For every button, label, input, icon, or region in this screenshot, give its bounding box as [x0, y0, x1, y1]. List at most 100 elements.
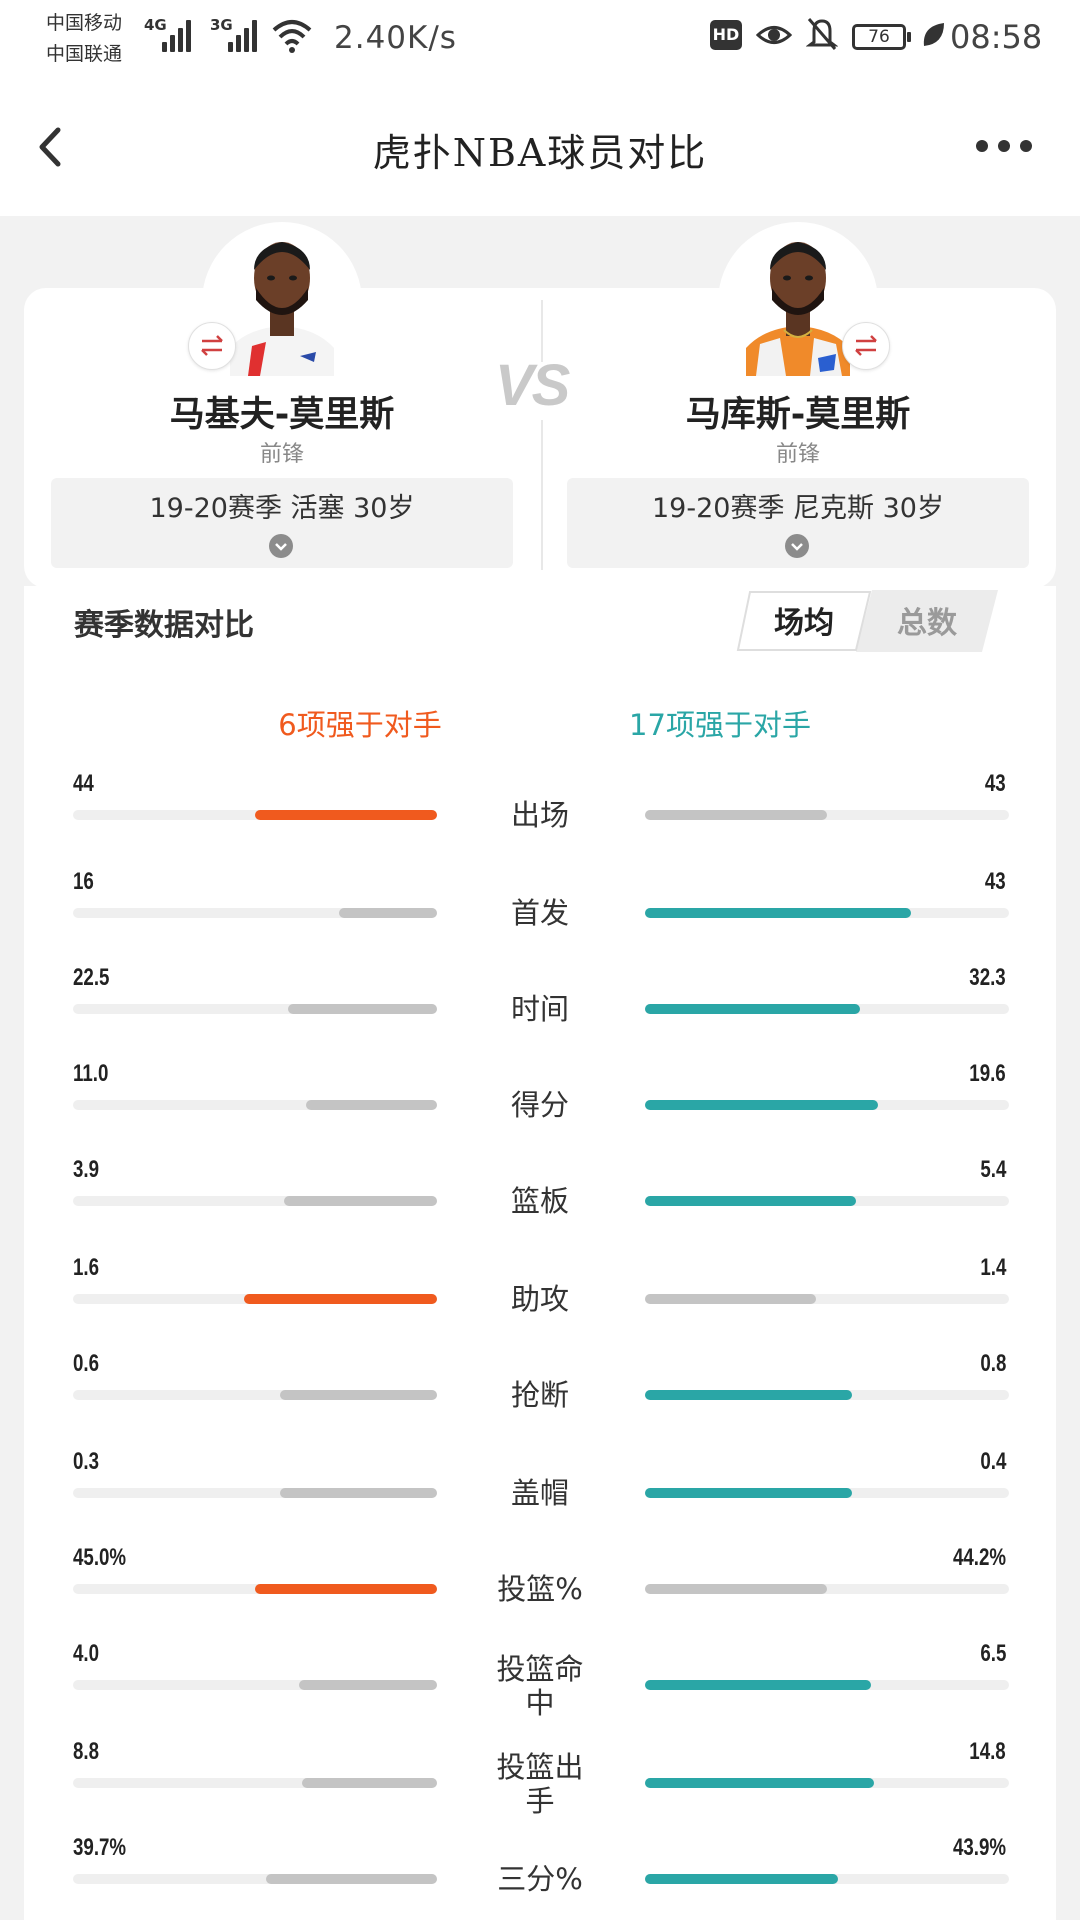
- network-type-2: 3G: [210, 16, 233, 34]
- right-stat-bar: [645, 1874, 838, 1884]
- wifi-icon: [272, 20, 312, 53]
- left-stat-value: 22.5: [73, 964, 110, 991]
- carrier-1: 中国移动: [46, 12, 123, 34]
- right-stat-value: 0.4: [979, 1448, 1006, 1475]
- card-divider: [541, 420, 543, 570]
- left-stat-value: 44: [73, 770, 94, 797]
- left-season-selector[interactable]: 19-20赛季 活塞 30岁: [51, 478, 513, 568]
- stat-category: 时间: [510, 992, 569, 1026]
- title-bar: 虎扑NBA球员对比: [0, 78, 1080, 216]
- eye-icon: [756, 26, 792, 44]
- right-stat-bar: [645, 1390, 852, 1400]
- right-stat-value: 19.6: [969, 1060, 1006, 1087]
- signal-icon: [160, 18, 194, 52]
- left-stat-bar: [339, 908, 437, 918]
- right-player-avatar[interactable]: [746, 226, 850, 376]
- page-title: 虎扑NBA球员对比: [372, 131, 708, 175]
- right-stat-bar-track: [645, 1390, 1009, 1400]
- left-stat-bar: [306, 1100, 437, 1110]
- tab-average-label: 场均: [774, 606, 834, 641]
- tab-total[interactable]: 总数: [856, 590, 998, 652]
- left-stat-bar: [299, 1680, 437, 1690]
- left-stat-bar-track: [73, 810, 437, 820]
- right-stat-bar-track: [645, 1778, 1009, 1788]
- stats-panel: [24, 586, 1056, 1920]
- left-stat-bar: [280, 1390, 437, 1400]
- stat-category: 投篮命中: [496, 1652, 584, 1720]
- left-stat-value: 11.0: [73, 1060, 109, 1087]
- stat-category: 盖帽: [510, 1476, 569, 1510]
- right-stat-value: 43: [985, 868, 1006, 895]
- stat-category: 投篮出手: [496, 1750, 584, 1818]
- left-player-avatar[interactable]: [230, 226, 334, 376]
- right-season-label: 19-20赛季 尼克斯 30岁: [652, 493, 944, 524]
- right-stat-bar: [645, 1680, 871, 1690]
- right-stat-value: 32.3: [969, 964, 1006, 991]
- left-stat-bar-track: [73, 1874, 437, 1884]
- right-stat-bar-track: [645, 1004, 1009, 1014]
- network-speed: 2.40K/s: [334, 20, 457, 56]
- right-stat-bar: [645, 908, 911, 918]
- right-stat-bar: [645, 1196, 856, 1206]
- clock: 08:58: [950, 18, 1043, 56]
- left-summary: 6项强于对手: [278, 708, 442, 742]
- left-stat-bar: [288, 1004, 437, 1014]
- right-season-selector[interactable]: 19-20赛季 尼克斯 30岁: [567, 478, 1029, 568]
- right-stat-bar-track: [645, 1196, 1009, 1206]
- left-stat-value: 1.6: [73, 1254, 100, 1281]
- right-stat-value: 5.4: [979, 1156, 1006, 1183]
- tab-average[interactable]: 场均: [736, 590, 872, 652]
- swap-player-icon[interactable]: [188, 322, 236, 370]
- left-stat-bar-track: [73, 908, 437, 918]
- right-stat-bar-track: [645, 1100, 1009, 1110]
- swap-player-icon[interactable]: [842, 322, 890, 370]
- right-stat-value: 44.2%: [952, 1544, 1006, 1571]
- more-dots-icon[interactable]: [976, 140, 1036, 154]
- left-stat-value: 8.8: [73, 1738, 100, 1765]
- left-stat-bar-track: [73, 1196, 437, 1206]
- left-stat-bar-track: [73, 1488, 437, 1498]
- stat-category: 出场: [510, 798, 569, 832]
- status-bar: 中国移动 中国联通 4G 3G 2.40K/s HD 76 08:58: [0, 0, 1080, 78]
- right-stat-bar: [645, 1100, 878, 1110]
- right-stat-value: 14.8: [969, 1738, 1006, 1765]
- left-player-name: 马基夫-莫里斯: [169, 395, 395, 435]
- tab-total-label: 总数: [897, 606, 957, 641]
- left-stat-bar-track: [73, 1294, 437, 1304]
- left-stat-bar-track: [73, 1004, 437, 1014]
- right-stat-bar-track: [645, 1294, 1009, 1304]
- vs-label: VS: [495, 353, 570, 418]
- left-stat-value: 0.3: [73, 1448, 100, 1475]
- stat-category: 三分%: [497, 1862, 583, 1896]
- right-stat-bar-track: [645, 1488, 1009, 1498]
- left-stat-bar: [284, 1196, 437, 1206]
- stat-category: 投篮%: [497, 1572, 583, 1606]
- right-player-name: 马库斯-莫里斯: [685, 395, 911, 435]
- right-stat-value: 43: [985, 770, 1006, 797]
- left-season-label: 19-20赛季 活塞 30岁: [149, 493, 415, 524]
- right-stat-bar: [645, 1778, 874, 1788]
- right-stat-bar-track: [645, 1680, 1009, 1690]
- chevron-down-icon: [785, 534, 809, 558]
- left-stat-bar: [280, 1488, 437, 1498]
- right-stat-bar-track: [645, 1584, 1009, 1594]
- battery-icon: 76: [852, 24, 911, 50]
- left-stat-bar-track: [73, 1100, 437, 1110]
- left-stat-bar: [266, 1874, 437, 1884]
- stat-category: 得分: [510, 1088, 569, 1122]
- chevron-left-icon[interactable]: [36, 122, 66, 172]
- right-stat-bar: [645, 810, 827, 820]
- stat-category: 首发: [510, 896, 569, 930]
- right-stat-value: 0.8: [979, 1350, 1006, 1377]
- right-stat-bar: [645, 1294, 816, 1304]
- right-summary: 17项强于对手: [629, 708, 811, 742]
- left-stat-bar: [255, 810, 437, 820]
- carrier-labels: 中国移动 中国联通: [46, 8, 122, 70]
- network-type-1: 4G: [144, 16, 167, 34]
- chevron-down-icon: [269, 534, 293, 558]
- left-stat-bar-track: [73, 1680, 437, 1690]
- right-player-position: 前锋: [775, 442, 820, 467]
- stat-category: 抢断: [510, 1378, 569, 1412]
- right-stat-bar: [645, 1004, 860, 1014]
- right-stat-value: 43.9%: [952, 1834, 1006, 1861]
